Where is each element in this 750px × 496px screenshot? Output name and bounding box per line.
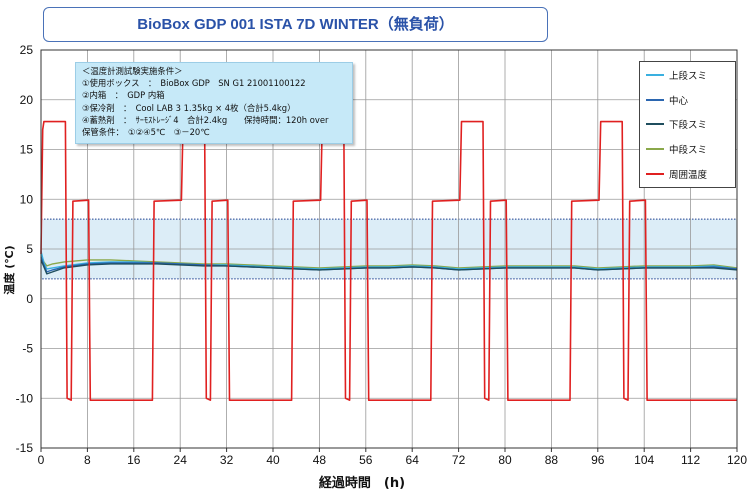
- x-tick-label: 64: [406, 453, 420, 467]
- series-line-3: [40, 259, 738, 275]
- x-tick-label: 40: [266, 453, 280, 467]
- y-tick-label: 5: [26, 242, 33, 256]
- y-tick-label: -10: [16, 391, 34, 405]
- series-line-1: [40, 250, 738, 270]
- axis-layer: -15 -10 -5 0 5 10 15 20 25 0 8 16 24 32 40 48 56 64 72 80 88…: [16, 43, 748, 467]
- x-tick-label: 72: [452, 453, 466, 467]
- legend-label: 上段スミ: [669, 71, 708, 82]
- note-line: ④蓄熱剤 ： ｻｰﾓｽﾄﾚｰｼﾞ4 合計2.4kg 保持時間：120h over: [82, 114, 329, 125]
- y-tick-label: 20: [20, 93, 34, 107]
- y-tick-label: -15: [16, 441, 34, 455]
- legend-swatch: [646, 123, 664, 125]
- y-tick-label: 0: [26, 292, 33, 306]
- plot-frame: [40, 49, 738, 449]
- legend-item: 周囲温度: [646, 168, 708, 181]
- y-axis-label: 温度 (℃): [2, 245, 16, 294]
- x-tick-label: 48: [313, 453, 327, 467]
- note-line: 保管条件： ①②④5℃ ③－20℃: [82, 127, 210, 138]
- note-line: ①使用ボックス ： BioBox GDP SN G1 21001100122: [82, 78, 306, 89]
- x-tick-label: 0: [38, 453, 45, 467]
- x-tick-label: 112: [681, 453, 700, 467]
- y-tick-label: 15: [20, 143, 34, 157]
- x-tick-label: 24: [174, 453, 188, 467]
- legend-item: 中心: [646, 94, 689, 107]
- legend-item: 下段スミ: [646, 118, 708, 131]
- legend-item: 上段スミ: [646, 69, 708, 82]
- x-tick-label: 32: [220, 453, 234, 467]
- series-layer: [40, 120, 738, 402]
- x-tick-label: 88: [545, 453, 559, 467]
- series-line-4: [40, 253, 738, 269]
- x-tick-label: 16: [127, 453, 141, 467]
- x-axis-label: 経過時間 (h): [319, 475, 405, 491]
- legend-label: 中心: [669, 96, 689, 107]
- note-line: ＜温度計測試験実施条件＞: [82, 66, 183, 76]
- x-tick-label: 56: [359, 453, 373, 467]
- chart-title: BioBox GDP 001 ISTA 7D WINTER（無負荷）: [43, 7, 548, 42]
- test-conditions-note: ＜温度計測試験実施条件＞ ①使用ボックス ： BioBox GDP SN G1 …: [75, 62, 353, 144]
- y-tick-label: 10: [20, 192, 34, 206]
- legend-swatch: [646, 173, 664, 175]
- x-tick-label: 96: [591, 453, 605, 467]
- x-tick-label: 80: [498, 453, 512, 467]
- legend-label: 下段スミ: [669, 120, 708, 131]
- legend-label: 中段スミ: [669, 145, 708, 156]
- x-tick-label: 8: [84, 453, 91, 467]
- legend-label: 周囲温度: [669, 170, 708, 181]
- y-tick-label: -5: [22, 342, 33, 356]
- note-line: ②内箱 ： GDP 内箱: [82, 90, 165, 101]
- legend: 上段スミ 中心 下段スミ 中段スミ 周囲温度: [639, 61, 736, 188]
- y-tick-label: 25: [20, 43, 34, 57]
- legend-item: 中段スミ: [646, 143, 708, 156]
- x-tick-label: 104: [634, 453, 654, 467]
- legend-swatch: [646, 99, 664, 101]
- legend-swatch: [646, 74, 664, 76]
- x-tick-label: 120: [727, 453, 747, 467]
- legend-swatch: [646, 148, 664, 150]
- series-line-5: [40, 120, 737, 402]
- note-line: ③保冷剤 ： Cool LAB 3 1.35kg × 4枚（合計5.4kg）: [82, 102, 296, 113]
